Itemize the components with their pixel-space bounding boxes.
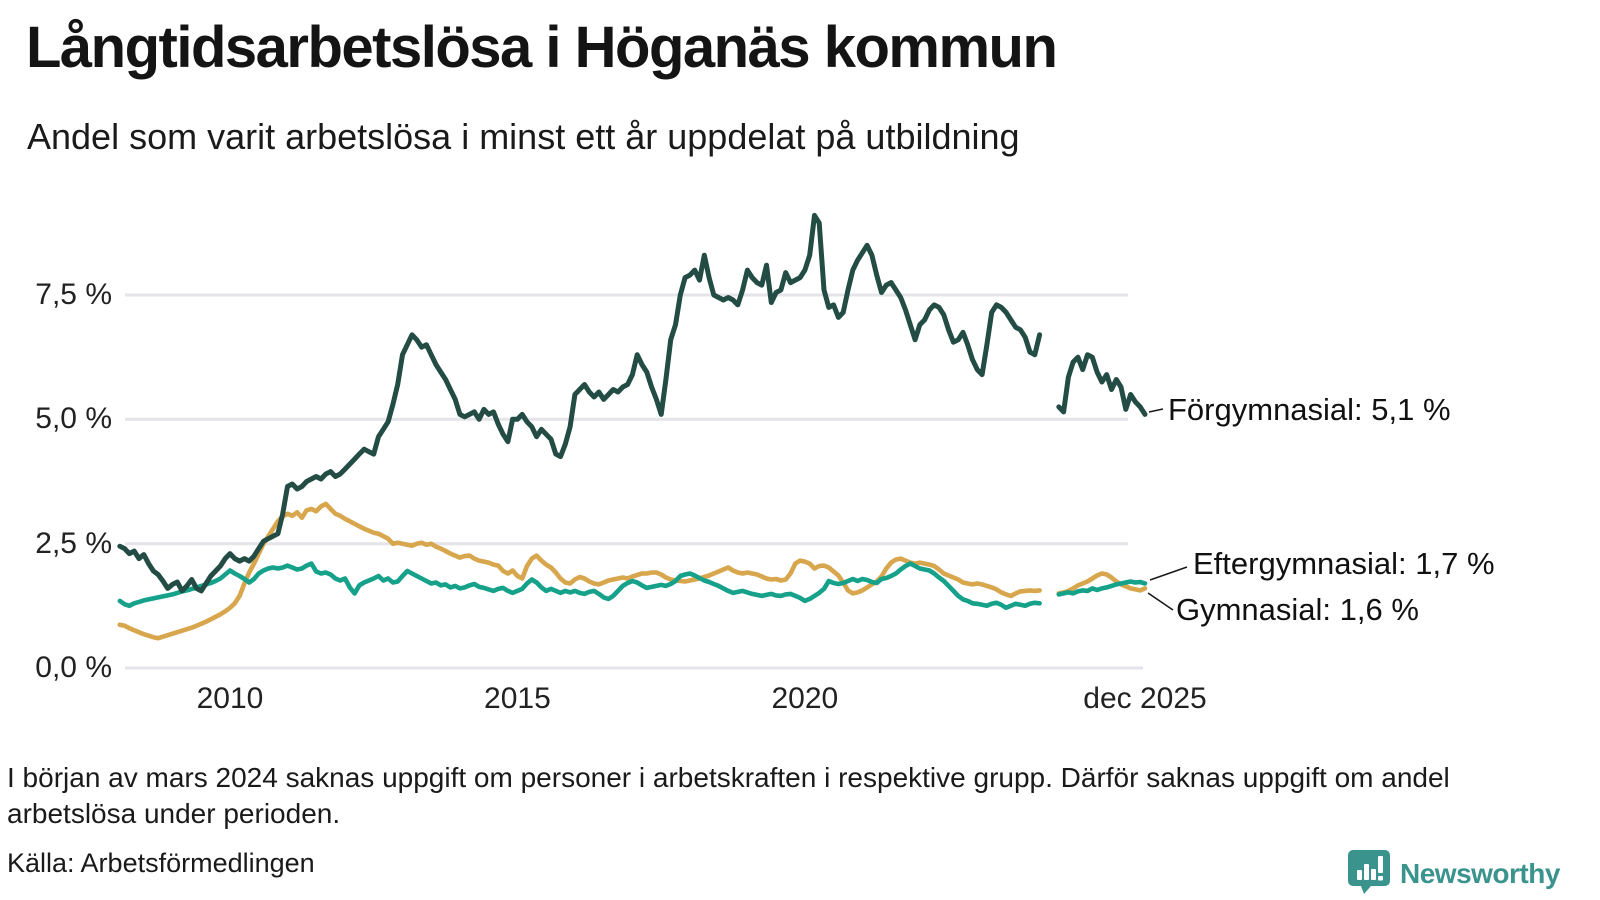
leader-eftergymnasial: [1149, 566, 1188, 581]
y-axis-label-7-5: 7,5 %: [35, 278, 112, 311]
series-line-gymnasial: [1056, 571, 1148, 596]
source-note: Källa: Arbetsförmedlingen: [7, 848, 315, 878]
series-line-gymnasial: [117, 501, 1042, 641]
chart-subtitle: Andel som varit arbetslösa i minst ett å…: [27, 116, 1020, 157]
series-line-eftergymnasial: [1056, 579, 1148, 597]
leader-forgymnasial: [1148, 408, 1164, 413]
newsworthy-logo-text: Newsworthy: [1400, 857, 1560, 889]
newsworthy-logo[interactable]: Newsworthy: [1348, 848, 1560, 899]
y-axis-label-2-5: 2,5 %: [35, 526, 112, 560]
series-line-förgymnasial: [1056, 352, 1148, 417]
series-line-eftergymnasial: [117, 561, 1042, 611]
series-line-förgymnasial: [117, 212, 1043, 594]
x-axis-label-2020: 2020: [771, 682, 839, 715]
footnote: I början av mars 2024 saknas uppgift om …: [7, 762, 1450, 829]
y-axis-label-5-0: 5,0 %: [35, 402, 112, 436]
x-axis-label-dec-2025: dec 2025: [1083, 682, 1207, 715]
series-end-label-forgymnasial: Förgymnasial: 5,1 %: [1168, 392, 1451, 427]
series-end-label-eftergymnasial: Eftergymnasial: 1,7 %: [1193, 546, 1495, 581]
bar-chart-speech-bubble-icon: [1348, 848, 1392, 899]
x-axis-label-2015: 2015: [484, 682, 551, 715]
leader-gymnasial: [1147, 592, 1174, 611]
x-axis-label-2010: 2010: [196, 682, 264, 715]
series-end-label-gymnasial: Gymnasial: 1,6 %: [1176, 592, 1419, 627]
y-axis-label-0-0: 0,0 %: [35, 651, 112, 684]
chart-title: Långtidsarbetslösa i Höganäs kommun: [26, 15, 1058, 80]
